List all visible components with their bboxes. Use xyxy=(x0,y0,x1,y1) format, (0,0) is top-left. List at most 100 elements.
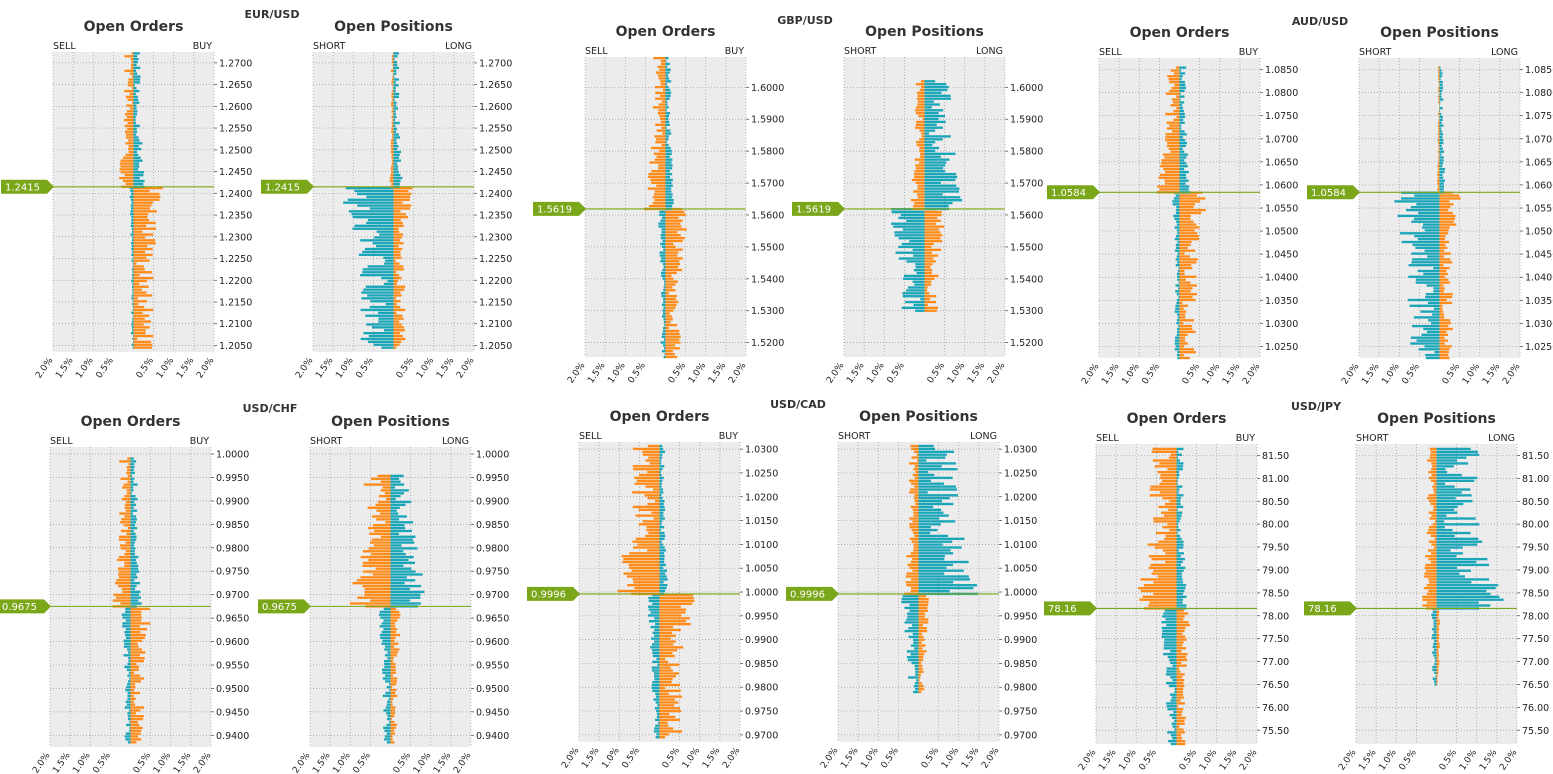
right-bar xyxy=(659,643,674,646)
right-bar xyxy=(918,569,964,572)
left-bar xyxy=(1438,86,1440,90)
right-bar xyxy=(924,201,953,205)
left-bar xyxy=(368,547,391,550)
y-tick-label: 1.0200 xyxy=(745,492,778,503)
left-bar xyxy=(1177,330,1180,334)
right-bar xyxy=(665,234,681,237)
left-bar xyxy=(904,300,925,304)
left-bar xyxy=(661,245,666,248)
right-bar xyxy=(659,692,669,695)
right-bar xyxy=(390,599,410,602)
left-bar xyxy=(1171,696,1177,699)
right-bar xyxy=(1179,258,1198,261)
right-bar xyxy=(918,523,941,526)
left-bar xyxy=(648,605,660,608)
x-tick-label: 1.0% xyxy=(152,751,174,774)
left-bar xyxy=(362,561,391,565)
right-bar xyxy=(1436,586,1496,590)
left-bar xyxy=(1166,127,1180,130)
left-bar xyxy=(1434,482,1437,485)
right-bar xyxy=(1176,578,1183,581)
left-bar xyxy=(652,602,660,606)
right-bar xyxy=(1439,316,1445,319)
right-bar xyxy=(130,564,139,567)
left-bar xyxy=(1176,255,1180,258)
right-bar xyxy=(665,114,669,118)
right-bar xyxy=(130,683,136,686)
left-bar xyxy=(360,273,394,277)
right-bar xyxy=(1179,281,1191,284)
right-bar xyxy=(665,245,676,248)
left-bar xyxy=(127,683,131,686)
right-bar xyxy=(659,683,680,687)
x-tick-label: 1.5% xyxy=(314,356,336,381)
right-bar xyxy=(133,81,141,84)
left-bar xyxy=(1410,342,1440,345)
right-bar xyxy=(393,192,412,196)
right-bar xyxy=(918,603,929,607)
right-bar xyxy=(918,555,945,558)
right-bar xyxy=(924,292,930,295)
x-tick-label: 2.0% xyxy=(455,356,477,381)
right-bar xyxy=(665,335,681,338)
left-bar xyxy=(132,308,134,312)
x-tick-label: 1.0% xyxy=(1120,362,1142,387)
left-bar xyxy=(1176,293,1180,296)
left-bar xyxy=(906,584,919,587)
right-bar xyxy=(130,477,135,480)
right-bar xyxy=(390,619,398,622)
right-bar xyxy=(393,156,399,159)
right-bar xyxy=(924,120,946,124)
x-tick-label: 1.5% xyxy=(1100,362,1122,387)
x-tick-label: 2.0% xyxy=(721,746,743,771)
y-tick-label: 1.2300 xyxy=(219,232,252,243)
left-bar xyxy=(1142,595,1177,599)
right-bar xyxy=(1436,610,1440,614)
right-bar xyxy=(1439,109,1441,113)
left-bar xyxy=(916,453,919,456)
left-bar xyxy=(119,162,134,165)
right-bar xyxy=(133,253,153,257)
right-bar xyxy=(659,468,663,471)
left-bar xyxy=(378,317,394,320)
current-price-badge: 0.9675 xyxy=(258,599,311,614)
right-bar xyxy=(665,286,673,289)
right-bar xyxy=(659,450,666,453)
right-bar xyxy=(1176,468,1183,471)
x-tick-label: 0.5% xyxy=(1398,748,1420,773)
left-bar xyxy=(382,694,391,698)
left-bar xyxy=(131,101,134,104)
left-bar xyxy=(391,127,394,130)
right-bar xyxy=(918,653,924,656)
left-bar xyxy=(1415,278,1440,281)
right-bar xyxy=(390,741,395,744)
y-tick-label: 80.50 xyxy=(1522,497,1549,508)
right-bar xyxy=(130,474,132,478)
right-bar xyxy=(1179,214,1191,218)
right-bar xyxy=(665,126,667,129)
left-bar xyxy=(370,599,391,602)
left-bar xyxy=(911,540,919,543)
right-bar xyxy=(659,605,681,608)
left-bar xyxy=(661,257,666,260)
left-bar xyxy=(130,189,134,193)
left-bar xyxy=(633,546,660,549)
y-tick-label: 0.9600 xyxy=(216,637,249,648)
y-tick-label: 0.9700 xyxy=(745,730,778,741)
right-bar xyxy=(924,94,951,97)
left-bar xyxy=(1423,586,1437,590)
x-tick-label: 2.0% xyxy=(1501,362,1523,387)
left-bar xyxy=(914,499,919,503)
left-bar xyxy=(632,465,660,468)
right-bar xyxy=(393,253,401,257)
right-bar xyxy=(924,83,947,86)
right-bar xyxy=(130,463,135,466)
y-tick-label: 1.2600 xyxy=(479,102,512,113)
right-bar xyxy=(130,636,145,640)
right-bar xyxy=(659,649,678,652)
right-bar xyxy=(659,505,665,509)
right-bar xyxy=(1439,293,1453,296)
left-bar xyxy=(127,127,134,130)
